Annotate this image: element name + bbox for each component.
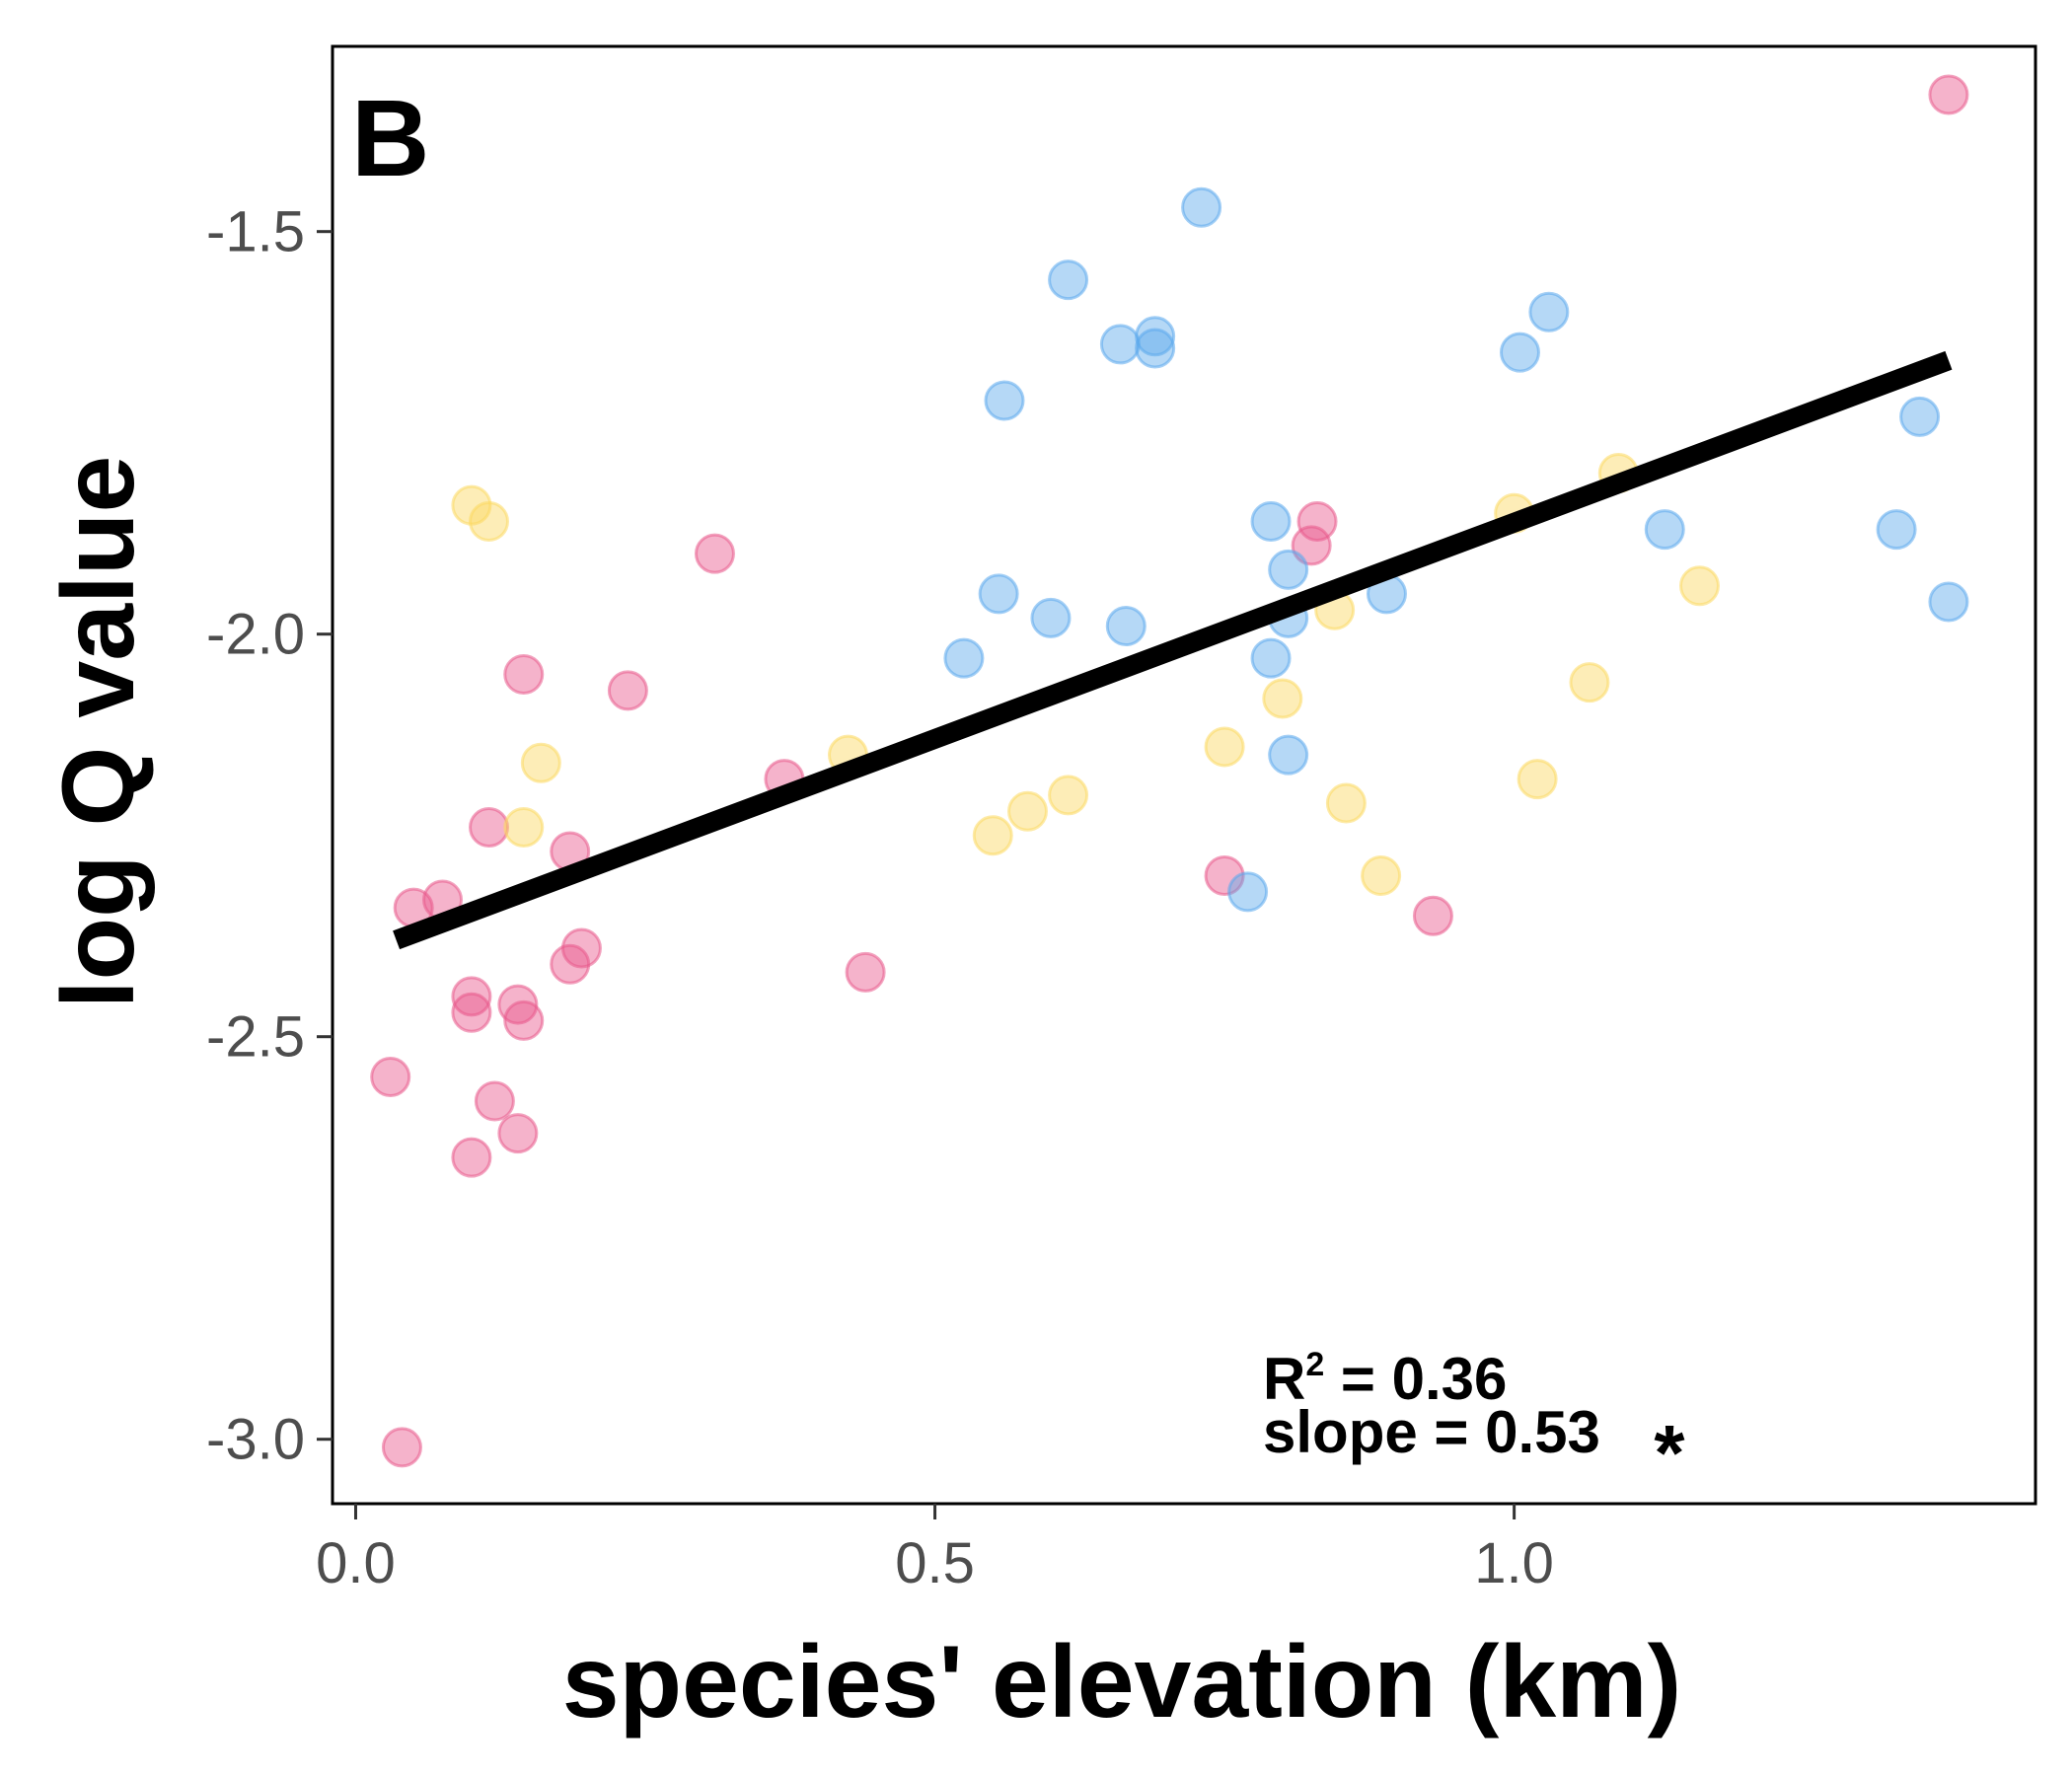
- data-point-blue-8: [1030, 597, 1072, 638]
- data-point-pink-0: [381, 1427, 422, 1468]
- data-point-pink-8: [503, 999, 545, 1041]
- x-tick-label-1: 0.5: [895, 1531, 975, 1595]
- slope-annotation: slope = 0.53: [1263, 1399, 1600, 1465]
- data-point-yellow-14: [1517, 759, 1558, 800]
- data-point-pink-5: [451, 976, 492, 1017]
- data-point-blue-17: [1500, 332, 1541, 373]
- data-point-pink-17: [694, 533, 735, 574]
- data-point-pink-23: [1412, 895, 1453, 936]
- y-tick-label-0: -1.5: [206, 200, 305, 264]
- data-point-pink-7: [497, 984, 539, 1025]
- r-squared-prefix: R: [1263, 1346, 1305, 1412]
- r-squared-annotation: R2 = 0.36: [1263, 1346, 1507, 1412]
- data-point-blue-0: [1181, 186, 1222, 228]
- data-point-yellow-6: [1006, 790, 1048, 832]
- data-point-blue-13: [1250, 637, 1292, 679]
- x-tick-label-2: 1.0: [1474, 1531, 1554, 1595]
- data-point-blue-15: [1227, 871, 1269, 913]
- data-point-blue-5: [984, 380, 1025, 421]
- data-point-blue-10: [1250, 500, 1292, 542]
- data-point-blue-2: [1099, 324, 1141, 365]
- data-point-pink-21: [1296, 500, 1338, 542]
- data-point-pink-11: [469, 807, 510, 849]
- data-point-yellow-15: [1569, 662, 1610, 703]
- data-point-yellow-12: [1361, 855, 1402, 897]
- data-point-pink-15: [503, 653, 545, 695]
- data-point-blue-6: [943, 637, 985, 679]
- plot-panel-border: [331, 44, 2037, 1506]
- data-point-yellow-1: [469, 500, 510, 542]
- data-point-pink-6: [451, 992, 492, 1033]
- data-point-blue-21: [1899, 396, 1941, 437]
- significance-star: *: [1654, 1409, 1685, 1497]
- panel-label: B: [351, 78, 429, 199]
- data-point-pink-2: [451, 1137, 492, 1178]
- data-point-blue-1: [1048, 259, 1089, 301]
- data-point-pink-19: [845, 951, 886, 993]
- data-point-pink-3: [474, 1080, 515, 1122]
- points-layer: [370, 74, 1969, 1468]
- data-point-yellow-3: [503, 807, 545, 849]
- data-point-yellow-5: [972, 815, 1013, 856]
- data-point-blue-4: [1135, 328, 1176, 369]
- data-point-blue-3: [1135, 316, 1176, 357]
- data-point-blue-22: [1928, 581, 1969, 623]
- data-point-pink-16: [607, 670, 648, 711]
- data-point-blue-11: [1268, 549, 1309, 590]
- y-axis: -1.5 -2.0 -2.5 -3.0: [206, 200, 333, 1472]
- data-point-yellow-7: [1048, 775, 1089, 816]
- data-point-yellow-11: [1325, 782, 1367, 824]
- y-tick-label-1: -2.0: [206, 603, 305, 667]
- data-point-blue-18: [1528, 291, 1570, 333]
- data-point-pink-20: [1204, 855, 1245, 897]
- r-squared-superscript: 2: [1305, 1346, 1324, 1383]
- regression-line: [393, 350, 1953, 950]
- data-point-pink-13: [560, 927, 602, 969]
- data-point-pink-4: [497, 1113, 539, 1154]
- y-tick-label-2: -2.5: [206, 1005, 305, 1070]
- data-point-pink-1: [370, 1057, 411, 1098]
- data-point-yellow-2: [520, 742, 561, 783]
- data-point-blue-20: [1876, 509, 1917, 551]
- x-tick-label-0: 0.0: [316, 1531, 396, 1595]
- data-point-yellow-8: [1204, 726, 1245, 768]
- data-point-blue-7: [978, 573, 1019, 615]
- y-tick-label-3: -3.0: [206, 1408, 305, 1472]
- data-point-yellow-17: [1678, 565, 1720, 607]
- data-point-blue-14: [1268, 734, 1309, 776]
- data-point-blue-19: [1644, 509, 1685, 551]
- y-axis-title: log Q value: [41, 456, 156, 1009]
- data-point-yellow-9: [1262, 678, 1303, 719]
- x-axis-title: species' elevation (km): [562, 1625, 1682, 1739]
- x-axis: 0.0 0.5 1.0: [316, 1504, 1554, 1595]
- data-point-blue-9: [1105, 606, 1147, 647]
- data-point-pink-24: [1928, 74, 1969, 115]
- r-squared-value: = 0.36: [1324, 1346, 1507, 1412]
